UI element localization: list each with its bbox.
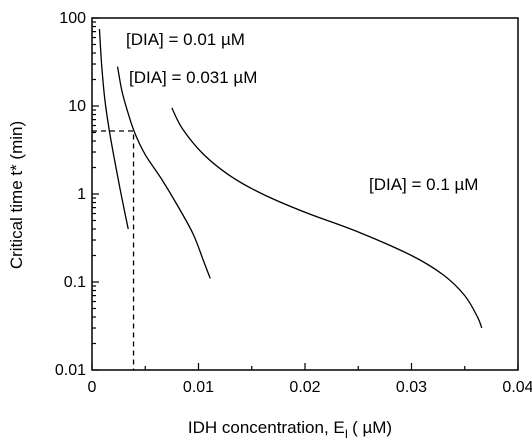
- x-tick-label: 0: [88, 379, 97, 396]
- x-tick-label: 0.04: [502, 379, 532, 396]
- series-curve-1: [118, 67, 211, 279]
- y-tick-label: 100: [59, 10, 86, 27]
- y-tick-label: 10: [68, 98, 86, 115]
- x-tick-label: 0.02: [289, 379, 320, 396]
- x-axis-title-main: IDH concentration, E: [188, 418, 345, 437]
- y-tick-label: 0.1: [64, 274, 86, 291]
- series-labels: [DIA] = 0.01 µM [DIA] = 0.031 µM [DIA] =…: [126, 30, 478, 194]
- x-axis-title-subscript: I: [345, 427, 348, 441]
- y-tick-label: 1: [77, 186, 86, 203]
- x-axis-title-unit: ( µM): [352, 418, 392, 437]
- y-axis-title: Critical time t* (min): [7, 121, 26, 269]
- series-label-dia-0.01: [DIA] = 0.01 µM: [126, 30, 245, 49]
- x-tick-label: 0.03: [396, 379, 427, 396]
- series-curve-2: [172, 108, 482, 328]
- series-label-dia-0.031: [DIA] = 0.031 µM: [129, 68, 257, 87]
- series-label-dia-0.1: [DIA] = 0.1 µM: [369, 175, 478, 194]
- series-curve-0: [99, 29, 128, 229]
- x-axis-title: IDH concentration, EI ( µM): [188, 418, 392, 441]
- x-tick-label: 0.01: [183, 379, 214, 396]
- y-tick-label: 0.01: [55, 362, 86, 379]
- reference-dashed-line: [92, 131, 134, 370]
